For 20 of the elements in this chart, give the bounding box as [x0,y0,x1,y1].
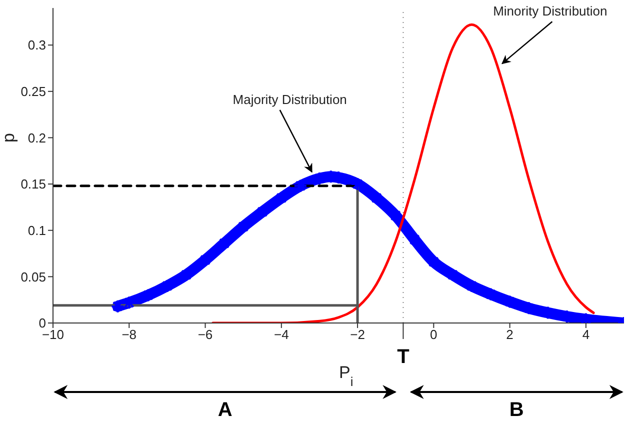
y-axis-title: p [0,132,18,142]
y-tick-label: 0.15 [20,176,46,192]
annotation: Minority Distribution [493,4,608,19]
x-tick-label: −6 [198,327,213,342]
y-tick-label: 0.1 [28,222,46,238]
annotation: Majority Distribution [232,92,347,107]
x-tick-label: 0 [430,327,438,342]
x-axis-title: P$_{i}$ [339,363,354,388]
y-tick-label: 0.05 [20,269,46,284]
ref-line-label: T [397,346,410,368]
x-tick-label: −2 [350,327,365,342]
text: A [218,399,232,421]
x-tick-label: −4 [274,327,289,342]
text: B [509,399,524,421]
x-tick-label: 4 [582,327,590,342]
x-tick-label: 2 [506,327,514,342]
y-tick-label: 0.2 [28,130,46,146]
y-tick-label: 0.3 [28,38,46,53]
y-tick-label: 0.25 [20,84,46,99]
x-tick-label: −8 [122,327,137,342]
